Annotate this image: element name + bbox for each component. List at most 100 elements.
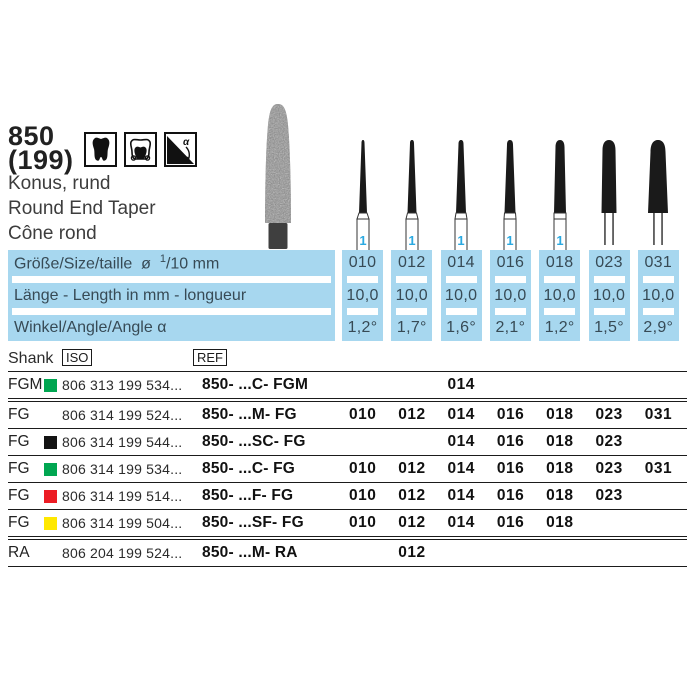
divider — [593, 275, 625, 283]
available-size: 016 — [496, 433, 525, 450]
iso-number: 806 314 199 544... — [62, 434, 183, 450]
divider — [544, 308, 576, 316]
size-value: 016 — [496, 253, 525, 271]
bur-shank-outline — [454, 218, 468, 250]
length-value: 10,0 — [642, 286, 675, 304]
bur-figure-018: 1 — [553, 140, 567, 250]
angle-value: 1,7° — [396, 319, 427, 337]
bur-head — [358, 140, 367, 213]
header-ref: REF — [193, 349, 227, 366]
product-name-de: Konus, rund — [8, 173, 111, 194]
bur-shank-wire — [661, 213, 664, 245]
divider — [8, 455, 687, 456]
divider — [8, 371, 687, 372]
bur-figure-016: 1 — [503, 140, 517, 250]
header-iso: ISO — [62, 349, 93, 366]
size-value: 031 — [644, 253, 673, 271]
order-row: RA 806 204 199 524... 850- ...M- RA 012 — [8, 540, 687, 566]
iso-number: 806 204 199 524... — [62, 545, 183, 561]
ref-number: 850- ...M- FG — [202, 406, 297, 423]
spec-column-016: 016 10,0 2,1° — [489, 250, 531, 341]
product-name-fr: Cône rond — [8, 223, 97, 244]
divider — [347, 275, 378, 283]
order-row: FG 806 314 199 514... 850- ...F- FG 010 01… — [8, 483, 687, 509]
available-size: 014 — [447, 433, 475, 450]
shank-type: FG — [8, 460, 30, 477]
available-size: 012 — [398, 460, 426, 477]
figure-marker: 1 — [359, 233, 366, 248]
available-size: 016 — [496, 406, 525, 423]
divider — [642, 308, 674, 316]
divider — [396, 308, 428, 316]
length-value: 10,0 — [543, 286, 576, 304]
available-size: 023 — [595, 433, 623, 450]
angle-alpha-icon: α — [164, 132, 197, 167]
figure-marker: 1 — [556, 233, 563, 248]
size-value: 023 — [595, 253, 623, 271]
available-size: 014 — [447, 376, 475, 393]
angle-value: 1,6° — [446, 319, 477, 337]
available-size: 014 — [447, 487, 475, 504]
ref-number: 850- ...M- RA — [202, 544, 298, 561]
iso-number: 806 314 199 534... — [62, 461, 183, 477]
divider — [396, 275, 428, 283]
shank-type: FG — [8, 514, 30, 531]
figure-marker: 1 — [408, 233, 415, 248]
spec-column-012: 012 10,0 1,7° — [391, 250, 433, 341]
iso-number: 806 313 199 534... — [62, 377, 183, 393]
size-value: 018 — [545, 253, 574, 271]
divider — [8, 482, 687, 483]
ref-number: 850- ...SF- FG — [202, 514, 304, 531]
crown-prep-icon — [124, 132, 157, 167]
bur-shank-outline — [503, 218, 517, 250]
bur-neck — [405, 212, 419, 220]
ref-number: 850- ...C- FGM — [202, 376, 309, 393]
grit-color-square-green — [44, 462, 57, 476]
divider — [445, 275, 477, 283]
figure-marker: 1 — [457, 233, 464, 248]
spec-column-014: 014 10,0 1,6° — [440, 250, 482, 341]
bur-head — [456, 140, 467, 213]
bur-shank-outline — [553, 218, 567, 250]
available-size: 010 — [348, 460, 377, 477]
bur-head — [601, 140, 617, 213]
bur-photo — [258, 101, 298, 254]
spec-column-023: 023 10,0 1,5° — [588, 250, 630, 341]
available-size: 010 — [348, 406, 377, 423]
available-size: 016 — [496, 460, 525, 477]
available-size: 018 — [546, 460, 574, 477]
available-size: 014 — [447, 460, 475, 477]
molar-solid-icon — [84, 132, 117, 167]
available-size: 014 — [447, 406, 475, 423]
ref-number: 850- ...F- FG — [202, 487, 294, 504]
bur-figure-010: 1 — [355, 140, 370, 250]
divider — [544, 275, 576, 283]
ref-number: 850- ...SC- FG — [202, 433, 306, 450]
divider — [12, 275, 331, 283]
available-size: 012 — [398, 487, 426, 504]
alpha-glyph: α — [183, 137, 190, 148]
available-size: 014 — [447, 514, 475, 531]
order-row: FG 806 314 199 524... 850- ...M- FG 010 01… — [8, 402, 687, 428]
divider — [593, 308, 625, 316]
application-icons: α — [84, 132, 197, 167]
spec-label-panel: Größe/Size/taille ø 1/10 mm Länge - Leng… — [8, 250, 335, 341]
available-size: 023 — [595, 406, 623, 423]
available-size: 023 — [595, 487, 623, 504]
product-number-alt: (199) — [8, 145, 74, 175]
divider — [8, 536, 687, 540]
bur-shank — [268, 223, 288, 249]
spec-label-size: Größe/Size/taille ø 1/10 mm — [14, 252, 220, 272]
angle-value: 2,9° — [643, 319, 674, 337]
length-value: 10,0 — [444, 286, 478, 304]
grit-color-square-green — [44, 378, 57, 392]
shank-type: FG — [8, 487, 30, 504]
grit-color-square-yellow — [44, 516, 57, 530]
bur-neck — [454, 212, 468, 220]
product-number: 850 (199) — [8, 123, 74, 175]
bur-neck — [503, 212, 517, 220]
divider — [12, 308, 331, 316]
available-size: 023 — [595, 460, 623, 477]
iso-number: 806 314 199 524... — [62, 407, 183, 423]
product-names: Konus, rund Round End Taper Cône rond — [8, 171, 156, 246]
